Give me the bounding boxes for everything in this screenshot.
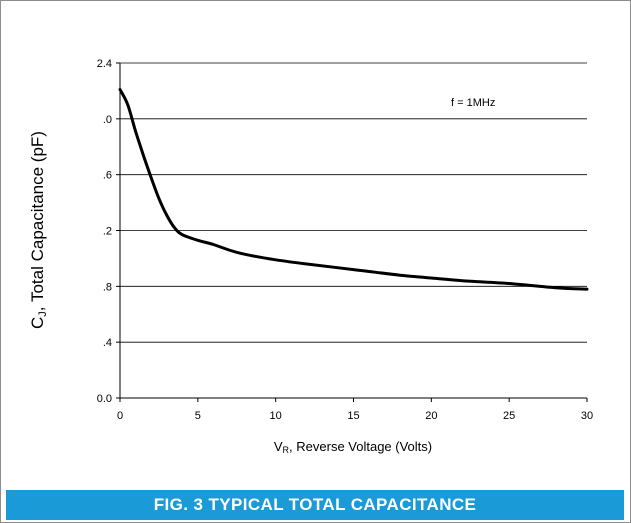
y-tick-label: 0.0 <box>97 393 112 405</box>
x-tick-label: 10 <box>270 410 282 422</box>
y-tick-label: 2.4 <box>97 58 112 70</box>
capacitance-curve <box>118 88 589 291</box>
y-tick-label: .6 <box>103 170 112 182</box>
x-tick-label: 15 <box>347 410 359 422</box>
x-tick-label: 20 <box>425 410 437 422</box>
y-tick-label: .4 <box>103 337 112 349</box>
grid <box>120 62 587 343</box>
caption-background <box>6 490 624 520</box>
y-tick-label: .0 <box>103 114 112 126</box>
x-tick-label: 25 <box>503 410 515 422</box>
x-axis-label: VR, Reverse Voltage (Volts) <box>274 439 432 455</box>
y-tick-labels: 0.0 .4 .8 .2 .6 .0 2.4 <box>97 58 112 405</box>
x-tick-labels: 0 5 10 15 20 25 30 <box>117 410 593 422</box>
x-tick-label: 5 <box>195 410 201 422</box>
frequency-annotation: f = 1MHz <box>451 97 495 109</box>
x-tick-label: 30 <box>581 410 593 422</box>
y-tick-label: .2 <box>103 226 112 238</box>
y-tick-label: .8 <box>103 281 112 293</box>
x-tick-label: 0 <box>117 410 123 422</box>
figure-caption: FIG. 3 TYPICAL TOTAL CAPACITANCE <box>153 495 477 514</box>
y-axis-label: CJ, Total Capacitance (pF) <box>28 131 49 329</box>
axes <box>116 62 588 402</box>
series-group <box>118 88 589 291</box>
